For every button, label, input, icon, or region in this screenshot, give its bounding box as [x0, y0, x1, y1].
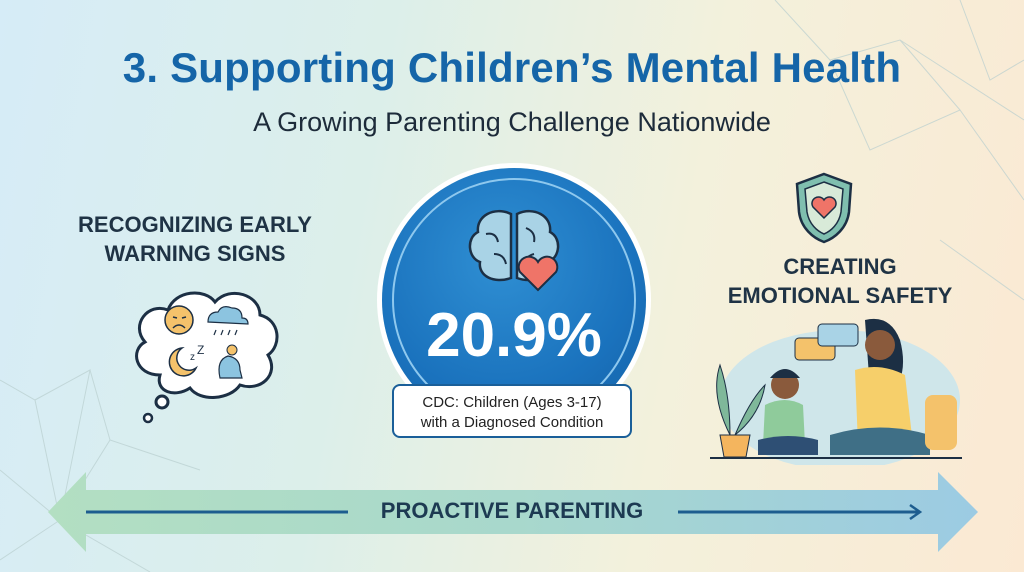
warning-signs-heading: RECOGNIZING EARLY WARNING SIGNS: [40, 210, 350, 268]
warning-signs-heading-line2: WARNING SIGNS: [104, 241, 286, 266]
brain-heart-icon: [468, 209, 560, 292]
statistic-caption: CDC: Children (Ages 3-17) with a Diagnos…: [392, 384, 632, 438]
moon-sleep-icon: z Z: [168, 343, 204, 377]
page-subtitle: A Growing Parenting Challenge Nationwide: [253, 107, 771, 137]
svg-text:Z: Z: [197, 343, 204, 357]
withdrawn-child-icon: [218, 344, 243, 379]
page-title: 3. Supporting Children’s Mental Health: [122, 44, 902, 91]
proactive-parenting-arrow: [48, 472, 978, 552]
child-figure: [758, 369, 818, 455]
emotional-safety-heading-line1: CREATING: [783, 254, 897, 279]
statistic-value: 20.9%: [426, 301, 602, 370]
plant-icon: [716, 363, 766, 458]
svg-text:z: z: [190, 352, 195, 363]
thought-cloud-icon: z Z: [135, 291, 279, 424]
sad-face-icon: [164, 305, 194, 335]
emotional-safety-heading: CREATING EMOTIONAL SAFETY: [700, 252, 980, 310]
emotional-safety-heading-line2: EMOTIONAL SAFETY: [727, 283, 953, 308]
parent-figure: [830, 318, 957, 455]
heart-icon: [517, 255, 559, 292]
caption-line1: CDC: Children (Ages 3-17): [422, 394, 602, 411]
shield-heart-icon: [795, 172, 853, 244]
caption-line2: with a Diagnosed Condition: [420, 414, 604, 431]
parent-child-conversation-illustration: [710, 318, 962, 465]
rain-cloud-icon: [207, 306, 249, 336]
warning-signs-heading-line1: RECOGNIZING EARLY: [78, 212, 312, 237]
arrow-label: PROACTIVE PARENTING: [380, 498, 644, 523]
speech-bubbles-icon: [794, 323, 859, 361]
